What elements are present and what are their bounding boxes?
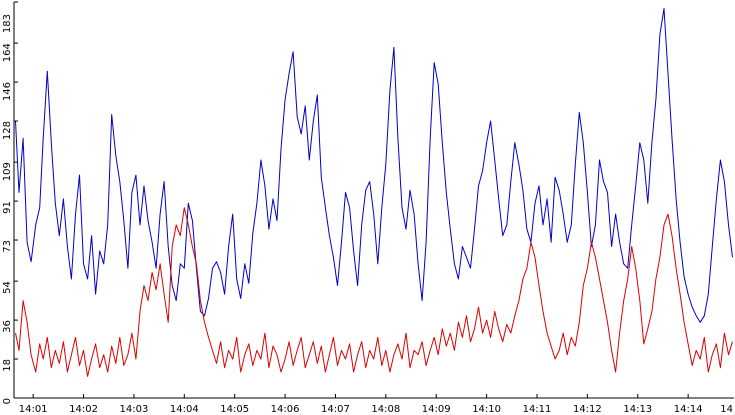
y-tick-label: 18 <box>2 359 13 372</box>
x-tick-label: 14:01 <box>19 404 48 415</box>
x-tick-label: 14:03 <box>120 404 149 415</box>
x-tick-label: 14 <box>720 404 733 415</box>
x-tick-label: 14:11 <box>523 404 552 415</box>
y-tick-label: 91 <box>2 201 13 214</box>
x-tick-label: 14:02 <box>69 404 98 415</box>
y-tick-label: 146 <box>2 82 13 101</box>
x-tick-label: 14:12 <box>573 404 602 415</box>
y-tick-label: 54 <box>2 281 13 294</box>
series-line-1 <box>15 8 733 323</box>
x-tick-label: 14:14 <box>674 404 703 415</box>
x-tick-label: 14:07 <box>321 404 350 415</box>
y-tick-label: 128 <box>2 121 13 140</box>
x-tick-label: 14:06 <box>271 404 300 415</box>
x-tick-label: 14:13 <box>623 404 652 415</box>
y-tick-label: 36 <box>2 320 13 333</box>
x-tick-label: 14:10 <box>472 404 501 415</box>
x-tick-label: 14:05 <box>220 404 249 415</box>
x-tick-label: 14:08 <box>371 404 400 415</box>
series-line-2 <box>15 207 733 377</box>
y-tick-label: 183 <box>2 14 13 33</box>
x-ticks: 14:01 14:02 14:03 14:04 14:05 14:06 14:07 14:08… <box>19 394 733 415</box>
x-tick-label: 14:09 <box>422 404 451 415</box>
y-tick-label: 164 <box>2 43 13 62</box>
x-tick-label: 14:04 <box>170 404 199 415</box>
y-tick-label: 73 <box>2 240 13 253</box>
y-tick-label: 0 <box>2 398 13 404</box>
y-ticks: 0 18 36 54 73 91 109 128 146 164 183 <box>2 1 18 404</box>
y-tick-label: 109 <box>2 162 13 181</box>
series-layer <box>15 8 733 377</box>
